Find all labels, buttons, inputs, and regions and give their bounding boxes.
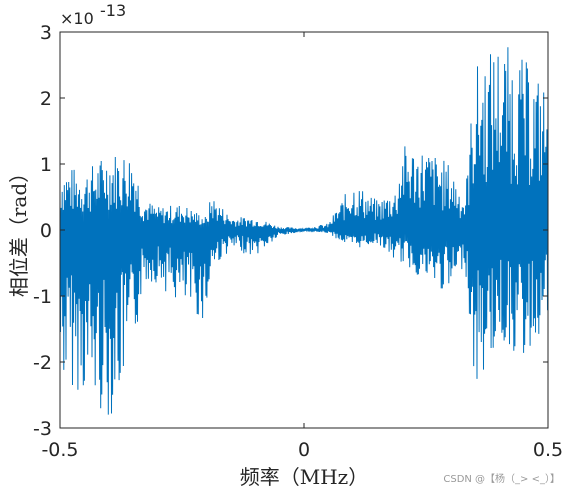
y-tick-label: 3 xyxy=(40,22,52,44)
y-tick-label: -3 xyxy=(33,418,52,440)
axis-ticks: -0.5 0 0.5 3 2 1 0 -1 -2 -3 xyxy=(33,22,563,461)
series-line xyxy=(60,47,548,415)
watermark: CSDN @【杨（_> <_）】 xyxy=(443,474,560,485)
plot-area xyxy=(60,47,548,415)
x-tick-label: -0.5 xyxy=(41,439,78,461)
y-exponent-power: -13 xyxy=(100,1,126,20)
x-tick-label: 0 xyxy=(298,439,310,461)
y-tick-label: 2 xyxy=(40,88,52,110)
y-tick-label: 0 xyxy=(40,220,52,242)
y-axis-label: 相位差（rad） xyxy=(7,163,31,297)
y-tick-label: -2 xyxy=(33,352,52,374)
y-exponent-base: ×10 xyxy=(60,9,94,28)
x-tick-label: 0.5 xyxy=(533,439,563,461)
y-tick-label: 1 xyxy=(40,154,52,176)
y-tick-label: -1 xyxy=(33,286,52,308)
x-axis-label: 频率（MHz） xyxy=(240,465,368,489)
